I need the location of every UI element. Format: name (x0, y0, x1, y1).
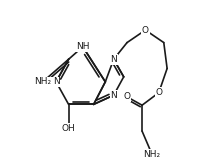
Text: NH: NH (76, 42, 89, 51)
Text: O: O (155, 88, 162, 97)
Text: O: O (123, 92, 131, 101)
Text: OH: OH (62, 124, 76, 133)
Text: NH₂: NH₂ (34, 77, 51, 86)
Text: N: N (110, 55, 117, 64)
Text: N: N (53, 77, 59, 86)
Text: N: N (110, 91, 117, 100)
Text: NH₂: NH₂ (144, 150, 161, 159)
Text: O: O (142, 26, 149, 35)
